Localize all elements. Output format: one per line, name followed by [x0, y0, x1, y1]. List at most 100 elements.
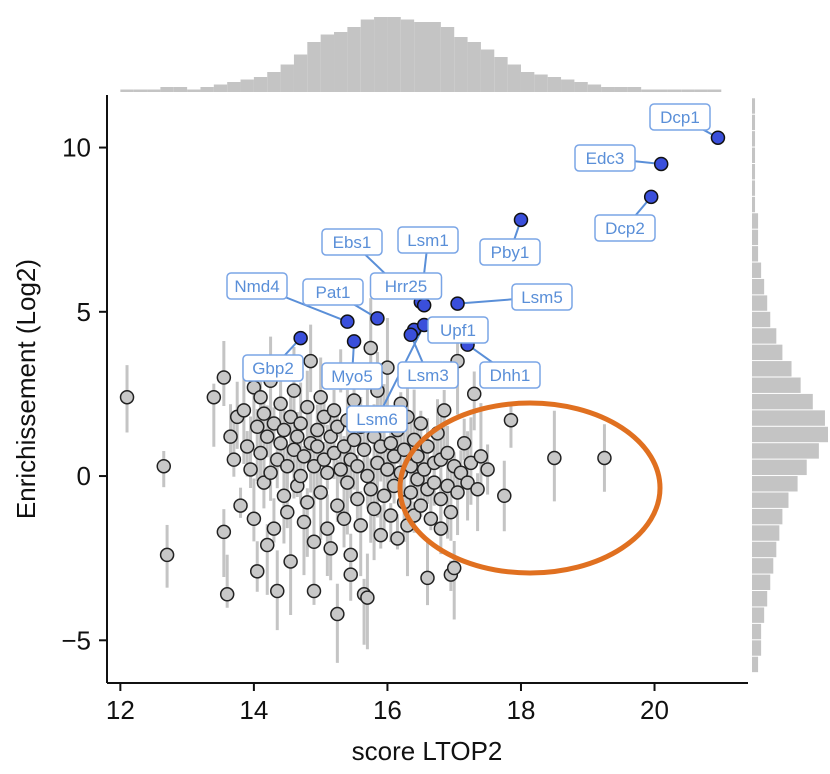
top-histogram-bar: [133, 89, 148, 92]
data-point: [249, 564, 265, 579]
top-histogram-bar: [534, 74, 548, 92]
data-point: [266, 416, 282, 431]
point-label-text: Hrr25: [385, 277, 428, 296]
data-point: [216, 524, 232, 540]
data-point: [243, 462, 258, 477]
point-label: Lsm1: [397, 226, 459, 254]
top-histogram-bar: [414, 22, 428, 92]
right-histogram-bar: [752, 229, 759, 246]
data-point: [413, 498, 429, 513]
point-label: Ebs1: [321, 228, 383, 256]
right-histogram-bar: [752, 163, 756, 180]
data-point: [323, 429, 338, 444]
data-point: [403, 485, 419, 500]
data-point: [346, 432, 362, 448]
top-histogram-bar: [667, 89, 682, 92]
top-histogram-bar: [293, 54, 308, 92]
data-point: [503, 412, 519, 428]
highlighted-point: [416, 297, 432, 313]
right-histogram-bar: [752, 114, 756, 131]
right-histogram-bar: [752, 591, 768, 607]
data-point: [416, 462, 432, 477]
data-point: [286, 383, 302, 398]
data-point: [159, 547, 175, 563]
x-tick-label: 14: [239, 695, 268, 725]
data-point: [260, 537, 275, 553]
top-histogram-bar: [654, 89, 668, 92]
data-point: [396, 442, 412, 458]
data-point: [300, 495, 315, 510]
top-histogram-bar: [520, 72, 535, 92]
plot-area: Dcp1 Edc3 Dcp2 Pby1 Lsm1 Ebs1 Hrr25 Lsm5 Pat1 Nmd…: [119, 103, 726, 663]
data-point: [363, 340, 378, 356]
data-point: [380, 360, 395, 375]
data-point: [323, 541, 338, 556]
right-histogram-bar: [752, 131, 756, 147]
top-histogram-bar: [360, 19, 375, 92]
data-point: [373, 527, 389, 543]
x-tick-label: 18: [507, 695, 536, 725]
data-point: [320, 465, 335, 481]
data-point: [390, 531, 405, 546]
data-point: [270, 583, 285, 599]
point-label-box: [649, 103, 711, 131]
point-label-box: [594, 214, 656, 242]
right-histogram-bar: [752, 492, 789, 508]
data-point: [280, 504, 295, 520]
top-histogram-bar: [614, 87, 628, 92]
top-histogram-bar: [200, 87, 214, 92]
point-label: Hrr25: [369, 272, 443, 300]
top-histogram-bar: [307, 42, 321, 92]
point-label-text: Gbp2: [252, 359, 294, 378]
data-point: [440, 478, 455, 494]
top-histogram-bar: [627, 87, 642, 92]
top-histogram-bar: [253, 77, 268, 92]
data-point: [360, 590, 375, 605]
right-histogram-bar: [752, 525, 780, 541]
point-label-box: [397, 226, 459, 254]
top-histogram-bar: [561, 79, 575, 92]
right-histogram-bar: [752, 328, 777, 344]
data-point: [313, 485, 328, 500]
point-label-text: Lsm6: [356, 410, 398, 429]
top-histogram-bar: [681, 89, 695, 92]
point-label: Gbp2: [242, 354, 304, 382]
data-point: [253, 445, 268, 461]
right-histogram-bar: [752, 574, 771, 591]
right-histogram-bar: [752, 607, 765, 623]
data-point: [547, 450, 562, 466]
point-label-text: Myo5: [331, 367, 373, 386]
data-point: [280, 458, 295, 474]
right-marginal-histogram: [752, 98, 828, 673]
top-histogram-bar: [120, 89, 134, 92]
top-histogram-bar: [187, 89, 201, 92]
right-histogram-bar: [752, 476, 798, 492]
data-point: [266, 521, 282, 536]
point-label-text: Ebs1: [333, 233, 372, 252]
data-point: [440, 445, 455, 461]
data-point: [276, 422, 292, 438]
data-point: [463, 455, 479, 471]
top-marginal-histogram: [120, 17, 722, 92]
top-histogram-bar: [400, 19, 415, 92]
point-label-text: Edc3: [586, 149, 625, 168]
point-label-text: Pat1: [316, 283, 351, 302]
data-point: [376, 488, 392, 504]
point-label-text: Lsm5: [521, 288, 563, 307]
data-point: [433, 521, 449, 536]
point-label-text: Pby1: [491, 243, 530, 262]
data-point: [239, 439, 255, 454]
point-label: Edc3: [574, 144, 636, 172]
data-point: [300, 399, 315, 415]
right-histogram-bar: [752, 459, 807, 476]
point-label-box: [302, 278, 364, 306]
point-label-box: [369, 272, 443, 300]
top-histogram-bar: [480, 49, 495, 92]
data-point: [343, 567, 358, 582]
point-label: Pby1: [479, 238, 541, 266]
right-histogram-bar: [752, 278, 765, 295]
point-label-box: [427, 316, 489, 344]
data-point: [383, 508, 399, 523]
right-histogram-bar: [752, 262, 762, 278]
point-label-text: Lsm1: [407, 231, 449, 250]
